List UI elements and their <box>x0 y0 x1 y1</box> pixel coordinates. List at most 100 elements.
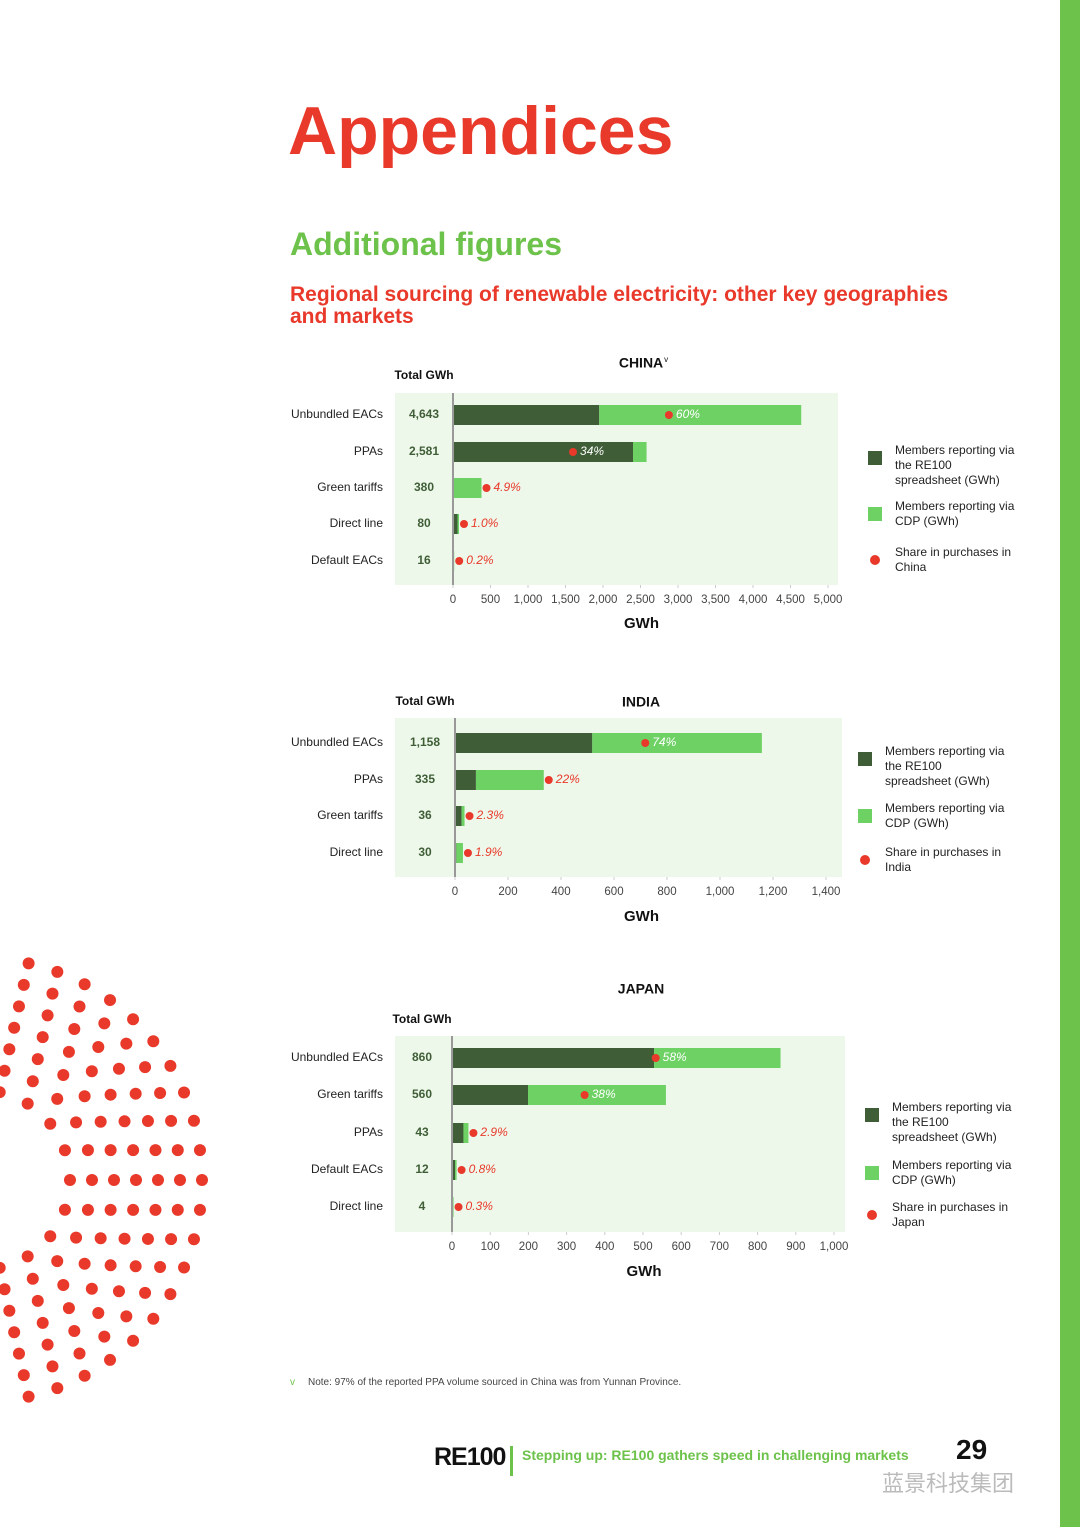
legend-label: Members reporting via the RE100 spreadsh… <box>895 443 1015 487</box>
category-label: Green tariffs <box>317 808 383 822</box>
total-value: 2,581 <box>409 444 439 458</box>
note-marker: v <box>290 1377 295 1388</box>
x-tick-label: 500 <box>633 1241 652 1253</box>
bar-segment <box>599 405 802 425</box>
decor-dot <box>0 1086 6 1099</box>
total-header: Total GWh <box>395 694 454 708</box>
decor-dot <box>0 1283 11 1296</box>
decor-dot <box>0 1064 11 1077</box>
decor-dot <box>165 1233 178 1246</box>
chart-title: JAPAN <box>618 981 664 997</box>
legend-dot <box>870 555 880 565</box>
footer-title: Stepping up: RE100 gathers speed in chal… <box>522 1447 909 1463</box>
legend-dot <box>867 1210 877 1220</box>
total-value: 12 <box>415 1162 429 1176</box>
decor-dot <box>139 1286 152 1299</box>
decor-dot <box>3 1304 16 1317</box>
share-dot <box>482 484 491 492</box>
note-text: Note: 97% of the reported PPA volume sou… <box>308 1377 682 1388</box>
decor-dot <box>68 1324 81 1337</box>
decor-dot <box>112 1062 125 1075</box>
decor-dot <box>178 1261 191 1274</box>
decor-dot <box>104 1088 117 1101</box>
decor-dot <box>112 1285 125 1298</box>
x-tick-label: 200 <box>519 1241 538 1253</box>
decor-dot <box>12 1347 25 1360</box>
decor-dot <box>51 1382 64 1395</box>
x-tick-label: 400 <box>551 886 570 898</box>
total-value: 43 <box>415 1125 429 1139</box>
page-number: 29 <box>956 1434 988 1465</box>
x-tick-label: 4,000 <box>739 594 768 606</box>
title-note: v <box>664 355 668 364</box>
decor-dot <box>164 1059 177 1072</box>
decor-dot <box>70 1231 83 1244</box>
decor-dot <box>22 957 35 970</box>
decor-dot <box>46 987 59 1000</box>
bar-segment <box>455 806 462 826</box>
decor-dot <box>58 1203 71 1216</box>
total-value: 36 <box>418 808 432 822</box>
decor-dot <box>104 1203 117 1216</box>
bar-segment <box>452 1197 454 1217</box>
decor-dot <box>22 1390 35 1403</box>
decor-dot <box>31 1053 44 1066</box>
bar-segment <box>457 514 459 534</box>
share-dot <box>457 1166 466 1174</box>
decor-dot <box>127 1013 140 1026</box>
x-tick-label: 1,000 <box>820 1241 849 1253</box>
bar-segment <box>592 733 762 753</box>
bar-segment <box>453 405 600 425</box>
x-axis-label: GWh <box>627 1263 662 1280</box>
x-tick-label: 1,500 <box>551 594 580 606</box>
share-dot <box>569 448 578 456</box>
decor-dot <box>193 1144 206 1157</box>
total-value: 4 <box>419 1199 426 1213</box>
decor-dot <box>26 1272 39 1285</box>
decor-dot <box>8 1021 21 1034</box>
decor-dot <box>78 1090 91 1103</box>
decor-dot <box>85 1065 98 1078</box>
decor-dot <box>78 1369 91 1382</box>
bar-segment <box>453 478 482 498</box>
share-label: 2.3% <box>476 808 505 822</box>
x-tick-label: 0 <box>452 886 458 898</box>
decor-dot <box>58 1144 71 1157</box>
x-tick-label: 500 <box>481 594 500 606</box>
share-label: 2.9% <box>479 1125 508 1139</box>
total-value: 16 <box>417 553 431 567</box>
decor-dot <box>70 1116 83 1129</box>
bar-segment <box>452 1085 529 1105</box>
decor-dot <box>165 1114 178 1127</box>
share-dot <box>580 1091 589 1099</box>
x-tick-label: 1,400 <box>812 886 841 898</box>
category-label: PPAs <box>354 1125 383 1139</box>
decor-dot <box>44 1230 57 1243</box>
decor-dot <box>196 1174 208 1186</box>
bar-segment <box>452 1048 655 1068</box>
x-tick-label: 0 <box>449 1241 455 1253</box>
x-tick-label: 400 <box>595 1241 614 1253</box>
decor-dot <box>41 1338 54 1351</box>
total-value: 30 <box>418 845 432 859</box>
share-label: 58% <box>663 1050 687 1064</box>
x-tick-label: 100 <box>481 1241 500 1253</box>
legend-label: Members reporting via CDP (GWh) <box>892 1158 1012 1187</box>
decor-dot <box>104 1144 117 1157</box>
decor-dot <box>104 1353 117 1366</box>
x-axis-label: GWh <box>624 908 659 925</box>
total-value: 4,643 <box>409 407 439 421</box>
x-tick-label: 1,000 <box>706 886 735 898</box>
decor-dot <box>174 1174 186 1186</box>
share-dot <box>641 739 650 747</box>
category-label: Unbundled EACs <box>291 735 383 749</box>
decor-dot <box>120 1310 133 1323</box>
footer-divider <box>510 1446 513 1476</box>
bar-segment <box>475 770 544 790</box>
share-dot <box>651 1054 660 1062</box>
decor-dot <box>31 1294 44 1307</box>
category-label: PPAs <box>354 772 383 786</box>
decor-dot <box>193 1203 206 1216</box>
